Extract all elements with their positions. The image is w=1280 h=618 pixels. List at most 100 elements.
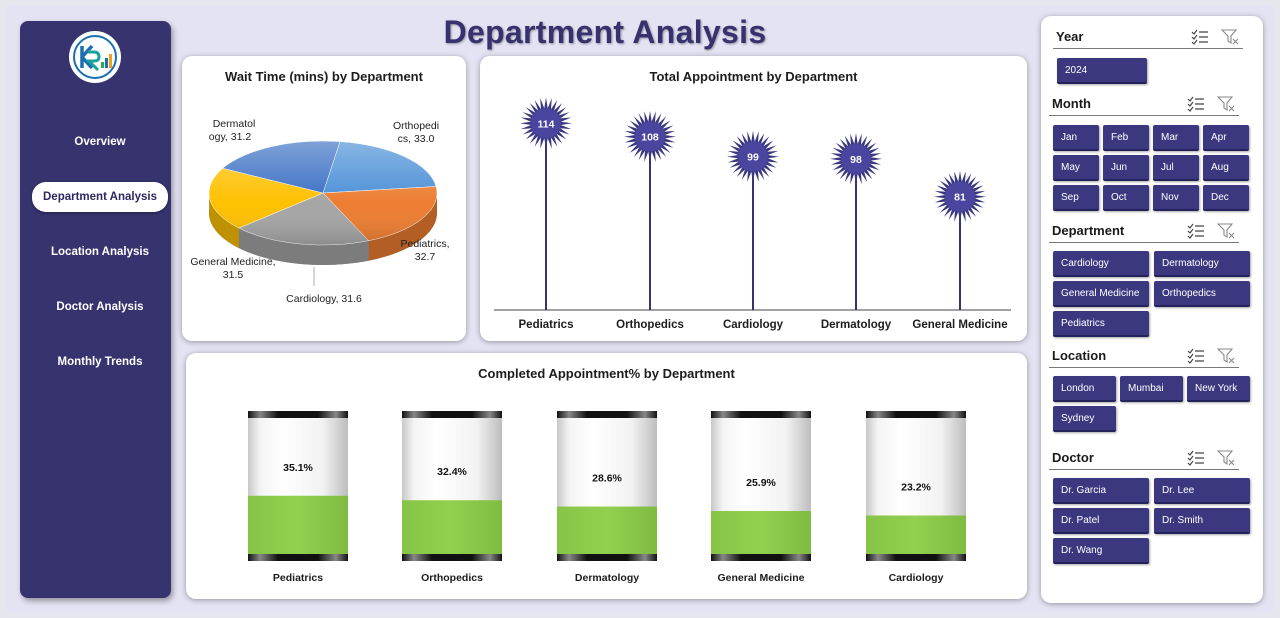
percent-label-general-medicine: 25.9% <box>746 477 776 489</box>
department-multiselect-icon[interactable] <box>1187 223 1205 244</box>
department-chip-cardiology[interactable]: Cardiology <box>1053 251 1149 277</box>
cylinder-cardiology[interactable] <box>866 411 966 561</box>
location-slicer-title: Location <box>1052 348 1107 363</box>
month-chip-may[interactable]: May <box>1053 155 1099 181</box>
doctor-multiselect-icon[interactable] <box>1187 450 1205 471</box>
percent-label-pediatrics: 35.1% <box>283 462 313 474</box>
pie-label-orthopedics-1: Orthopedi <box>393 120 439 132</box>
completed-appointment-panel: Completed Appointment% by Department <box>186 353 1027 599</box>
pie-label-general-1: General Medicine, <box>190 256 275 268</box>
fill-cardiology <box>866 515 966 554</box>
year-multiselect-icon[interactable] <box>1191 29 1209 50</box>
doctor-slicer-header: Doctor <box>1049 448 1239 470</box>
value-label-dermatology: 98 <box>850 154 862 166</box>
fill-pediatrics <box>248 495 348 554</box>
year-chip-2024[interactable]: 2024 <box>1057 58 1147 84</box>
department-slicer-header: Department <box>1049 221 1239 243</box>
doctor-chip-dr-patel[interactable]: Dr. Patel <box>1053 508 1149 534</box>
marker-core-pediatrics <box>531 108 561 139</box>
pie-wall-pediatrics <box>368 192 437 261</box>
month-chip-sep[interactable]: Sep <box>1053 185 1099 211</box>
doctor-chip-dr-smith[interactable]: Dr. Smith <box>1154 508 1250 534</box>
completed-appointment-title: Completed Appointment% by Department <box>478 366 735 381</box>
year-clear-filter-icon[interactable] <box>1220 29 1239 50</box>
marker-core-general-medicine <box>945 181 975 212</box>
department-clear-filter-icon[interactable] <box>1216 223 1235 244</box>
month-chip-oct[interactable]: Oct <box>1103 185 1149 211</box>
wait-time-pie-chart: Dermatol ogy, 31.2 Orthopedi cs, 33.0 Pe… <box>190 118 449 305</box>
marker-core-dermatology <box>841 143 871 174</box>
location-chip-london[interactable]: London <box>1053 376 1116 402</box>
location-chip-new-york[interactable]: New York <box>1187 376 1250 402</box>
location-clear-filter-icon[interactable] <box>1216 348 1235 369</box>
pie-shine <box>209 141 437 245</box>
category-label-pediatrics: Pediatrics <box>273 572 323 584</box>
location-chip-mumbai[interactable]: Mumbai <box>1120 376 1183 402</box>
month-chip-apr[interactable]: Apr <box>1203 125 1249 151</box>
year-slicer-title: Year <box>1056 29 1084 44</box>
pie-label-dermatology-2: ogy, 31.2 <box>209 131 252 143</box>
fill-general-medicine <box>711 511 811 554</box>
wait-time-title: Wait Time (mins) by Department <box>225 69 423 84</box>
total-appointment-title: Total Appointment by Department <box>649 69 858 84</box>
location-chip-sydney[interactable]: Sydney <box>1053 406 1116 432</box>
logo-icon <box>73 35 117 79</box>
value-label-cardiology: 99 <box>747 152 759 164</box>
month-chip-jan[interactable]: Jan <box>1053 125 1099 151</box>
pie-label-general-2: 31.5 <box>223 269 244 281</box>
total-appointment-panel: Total Appointment by Department 114 Pedia… <box>480 56 1027 341</box>
pie-label-pediatrics-1: Pediatrics, <box>400 238 449 250</box>
pie-label-dermatology-1: Dermatol <box>213 118 256 130</box>
value-label-pediatrics: 114 <box>538 118 555 130</box>
page-title: Department Analysis <box>443 14 767 50</box>
nav-department-analysis[interactable]: Department Analysis <box>32 182 168 212</box>
nav-location-analysis[interactable]: Location Analysis <box>51 246 149 258</box>
pie-wall-cardiology <box>238 228 369 265</box>
pie-label-orthopedics-2: cs, 33.0 <box>398 133 435 145</box>
slicer-panel: Year 2024 Month Jan Feb Mar Apr May Jun Jul Aug S… <box>1041 16 1263 603</box>
doctor-chip-dr-lee[interactable]: Dr. Lee <box>1154 478 1250 504</box>
month-clear-filter-icon[interactable] <box>1216 96 1235 117</box>
doctor-clear-filter-icon[interactable] <box>1216 450 1235 471</box>
category-label-dermatology: Dermatology <box>575 572 639 584</box>
month-chip-aug[interactable]: Aug <box>1203 155 1249 181</box>
month-chip-feb[interactable]: Feb <box>1103 125 1149 151</box>
marker-core-cardiology <box>738 141 768 172</box>
nav-monthly-trends[interactable]: Monthly Trends <box>57 356 143 368</box>
category-label-general-medicine: General Medicine <box>912 319 1007 331</box>
month-chip-mar[interactable]: Mar <box>1153 125 1199 151</box>
logo <box>69 31 121 83</box>
fill-orthopedics <box>402 500 502 554</box>
cylinder-pediatrics[interactable] <box>248 411 348 561</box>
category-label-cardiology: Cardiology <box>889 572 944 584</box>
month-chip-dec[interactable]: Dec <box>1203 185 1249 211</box>
percent-label-cardiology: 23.2% <box>901 482 931 494</box>
wait-time-panel: Wait Time (mins) by Department Dermatol … <box>182 56 466 341</box>
category-label-pediatrics: Pediatrics <box>519 319 574 331</box>
nav-doctor-analysis[interactable]: Doctor Analysis <box>56 301 144 313</box>
year-slicer-header: Year <box>1053 27 1243 49</box>
fill-dermatology <box>557 506 657 554</box>
category-label-orthopedics: Orthopedics <box>421 572 483 584</box>
category-label-orthopedics: Orthopedics <box>616 319 684 331</box>
cylinder-general-medicine[interactable] <box>711 411 811 561</box>
doctor-chip-dr-garcia[interactable]: Dr. Garcia <box>1053 478 1149 504</box>
location-multiselect-icon[interactable] <box>1187 348 1205 369</box>
nav-overview[interactable]: Overview <box>74 136 126 148</box>
month-multiselect-icon[interactable] <box>1187 96 1205 117</box>
month-chip-nov[interactable]: Nov <box>1153 185 1199 211</box>
month-chip-jun[interactable]: Jun <box>1103 155 1149 181</box>
cylinder-dermatology[interactable] <box>557 411 657 561</box>
department-chip-general-medicine[interactable]: General Medicine <box>1053 281 1149 307</box>
doctor-chip-dr-wang[interactable]: Dr. Wang <box>1053 538 1149 564</box>
location-slicer-header: Location <box>1049 346 1239 368</box>
category-label-general-medicine: General Medicine <box>718 572 805 584</box>
total-appointment-chart: 114 Pediatrics 108 Orthopedics 99 Cardiology 9… <box>494 97 1011 331</box>
cylinder-orthopedics[interactable] <box>402 411 502 561</box>
department-chip-pediatrics[interactable]: Pediatrics <box>1053 311 1149 337</box>
month-chip-jul[interactable]: Jul <box>1153 155 1199 181</box>
department-chip-dermatology[interactable]: Dermatology <box>1154 251 1250 277</box>
department-chip-orthopedics[interactable]: Orthopedics <box>1154 281 1250 307</box>
percent-label-dermatology: 28.6% <box>592 473 622 485</box>
marker-core-orthopedics <box>635 121 665 152</box>
